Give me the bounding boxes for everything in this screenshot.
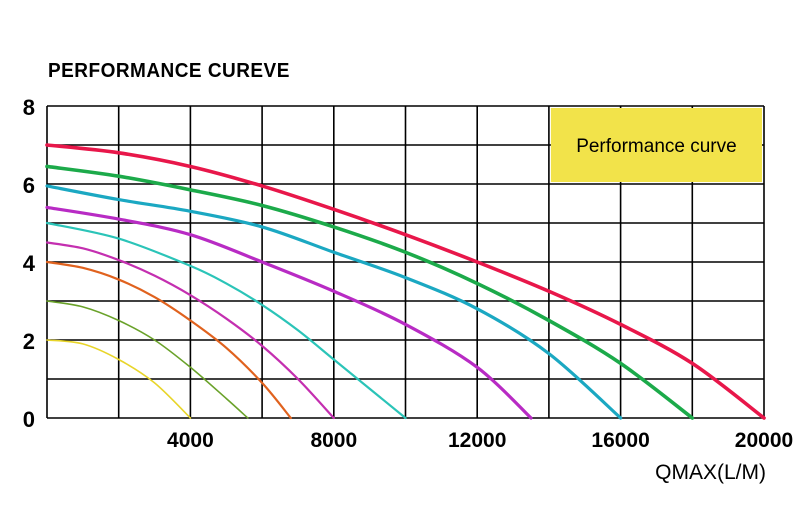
y-tick-label: 6	[23, 173, 35, 198]
series-line-1	[46, 339, 192, 419]
y-tick-label: 8	[23, 95, 35, 120]
series-line-9	[45, 143, 766, 420]
series-line-6	[45, 205, 533, 420]
series-line-8	[45, 164, 695, 420]
x-tick-label: 16000	[591, 429, 649, 452]
x-tick-label: 8000	[310, 429, 357, 452]
series-group	[45, 143, 766, 420]
chart-title: PERFORMANCE CUREVE	[48, 60, 290, 82]
y-tick-label: 0	[23, 407, 35, 432]
legend-label: Performance curve	[576, 136, 737, 157]
series-line-5	[45, 221, 407, 420]
x-tick-label: 20000	[735, 429, 793, 452]
y-tick-label: 2	[23, 329, 35, 354]
x-axis-label: QMAX(L/M)	[655, 461, 766, 484]
x-tick-label: 12000	[448, 429, 506, 452]
axes: 0 2 4 6 8 4000 8000 12000 16000 20000	[23, 95, 793, 452]
x-tick-label: 4000	[167, 429, 214, 452]
y-tick-label: 4	[23, 251, 36, 276]
legend-box: Performance curve	[550, 108, 762, 182]
series-line-7	[45, 184, 623, 420]
series-line-3	[45, 260, 292, 420]
series-line-4	[45, 241, 335, 420]
series-line-2	[46, 300, 249, 419]
legend-background	[550, 108, 762, 182]
